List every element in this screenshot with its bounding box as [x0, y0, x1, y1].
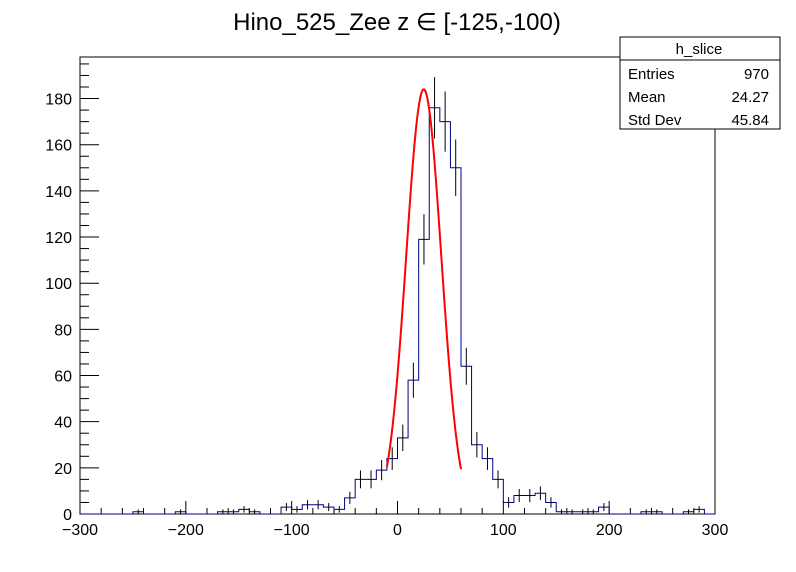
stats-entries-label: Entries: [628, 66, 675, 83]
x-tick-label: 0: [393, 522, 402, 539]
histogram-outline: [80, 107, 715, 515]
y-tick-label: 180: [45, 92, 72, 109]
x-tick-label: −200: [168, 522, 204, 539]
stats-box-frame: [619, 36, 781, 130]
stats-stddev-label: Std Dev: [628, 112, 682, 129]
x-tick-label: 100: [490, 522, 517, 539]
y-tick-label: 120: [45, 230, 72, 247]
y-tick-label: 0: [63, 507, 72, 524]
y-tick-label: 60: [54, 369, 72, 386]
x-tick-label: −100: [274, 522, 310, 539]
y-tick-label: 140: [45, 184, 72, 201]
stats-entries-value: 970: [744, 66, 769, 83]
stats-box: h_slice Entries 970 Mean 24.27 Std Dev 4…: [619, 36, 781, 130]
y-tick-label: 40: [54, 415, 72, 432]
chart-title: Hino_525_Zee z ∈ [-125,-100): [233, 9, 561, 36]
y-tick-label: 20: [54, 461, 72, 478]
fit-curve: [385, 88, 462, 470]
x-tick-label: −300: [62, 522, 98, 539]
stats-mean-value: 24.27: [731, 89, 769, 106]
fit-curve-group: [385, 88, 462, 470]
y-tick-label: 80: [54, 322, 72, 339]
axes: −300 −200 −100 0 100 200 300 0 20 40 60 80 100 120 140…: [45, 63, 729, 539]
y-tick-label: 160: [45, 138, 72, 155]
x-tick-label: 300: [702, 522, 729, 539]
stats-stddev-value: 45.84: [731, 112, 769, 129]
histogram: [80, 77, 715, 515]
x-tick-label: 200: [596, 522, 623, 539]
y-tick-label: 100: [45, 276, 72, 293]
stats-box-name: h_slice: [676, 41, 723, 58]
stats-mean-label: Mean: [628, 89, 666, 106]
